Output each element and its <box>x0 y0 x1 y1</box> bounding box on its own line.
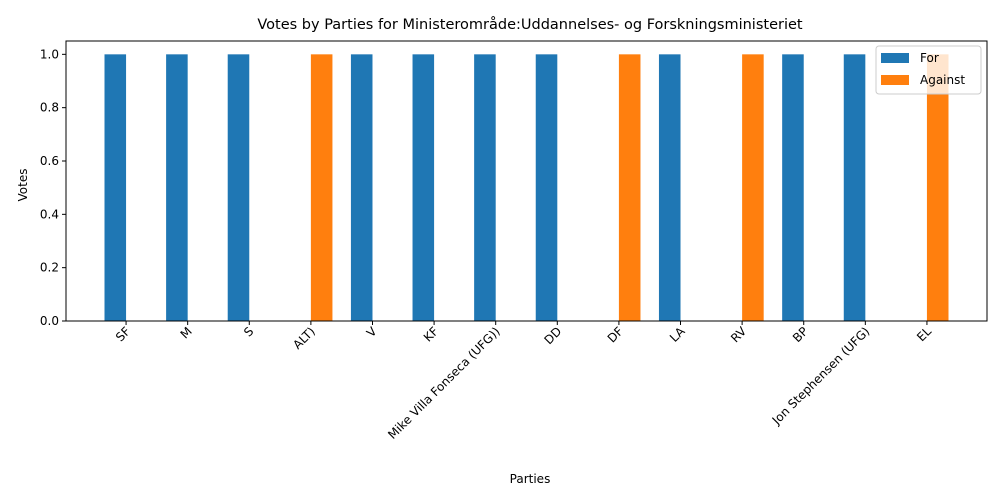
legend-swatch-against <box>881 75 909 85</box>
y-tick-label-1: 0.2 <box>40 261 59 275</box>
y-axis-ticks: 0.0 0.2 0.4 0.6 0.8 1.0 <box>40 47 66 328</box>
x-tick-label-1: M <box>178 324 195 341</box>
bar-for-6 <box>474 54 496 321</box>
x-tick-label-10: RV <box>728 324 750 346</box>
bar-for-12 <box>843 54 866 321</box>
chart-title: Votes by Parties for Ministerområde:Udda… <box>257 16 803 33</box>
y-tick-label-5: 1.0 <box>40 47 59 61</box>
y-tick-label-4: 0.8 <box>40 101 59 115</box>
y-axis-label: Votes <box>16 169 30 202</box>
x-tick-label-2: S <box>241 324 256 339</box>
bar-for-9 <box>658 54 681 321</box>
bar-for-4 <box>350 54 373 321</box>
legend-label-against: Against <box>920 73 965 87</box>
x-tick-label-0: SF <box>113 324 133 344</box>
legend-swatch-for <box>881 53 909 63</box>
y-tick-label-2: 0.4 <box>40 207 59 221</box>
x-tick-label-7: DD <box>541 324 564 347</box>
bar-for-2 <box>227 54 250 321</box>
legend-label-for: For <box>920 51 939 65</box>
x-tick-label-9: LA <box>667 324 688 345</box>
legend: For Against <box>875 45 982 95</box>
x-tick-label-13: EL <box>914 324 934 344</box>
bar-for-11 <box>782 54 804 321</box>
bar-against-13 <box>926 54 949 321</box>
x-tick-label-3: ALT) <box>290 324 318 352</box>
plot-frame <box>65 40 988 322</box>
x-tick-label-4: V <box>364 324 380 340</box>
y-tick-label-0: 0.0 <box>40 314 59 328</box>
bar-for-1 <box>166 54 188 321</box>
bar-for-0 <box>104 54 127 321</box>
x-tick-label-5: KF <box>421 324 441 344</box>
bar-against-8 <box>618 54 641 321</box>
x-tick-label-12: Jon Stephensen (UFG) <box>769 324 873 428</box>
bar-for-5 <box>412 54 435 321</box>
x-tick-label-11: BP <box>790 324 811 345</box>
x-tick-label-6: Mike Villa Fonseca (UFG)) <box>385 324 503 442</box>
bar-against-10 <box>742 54 764 321</box>
bars-group <box>104 54 949 321</box>
x-axis-label: Parties <box>510 472 551 486</box>
bar-for-7 <box>535 54 558 321</box>
bar-against-3 <box>310 54 333 321</box>
y-tick-label-3: 0.6 <box>40 154 59 168</box>
x-tick-label-8: DF <box>605 324 626 345</box>
